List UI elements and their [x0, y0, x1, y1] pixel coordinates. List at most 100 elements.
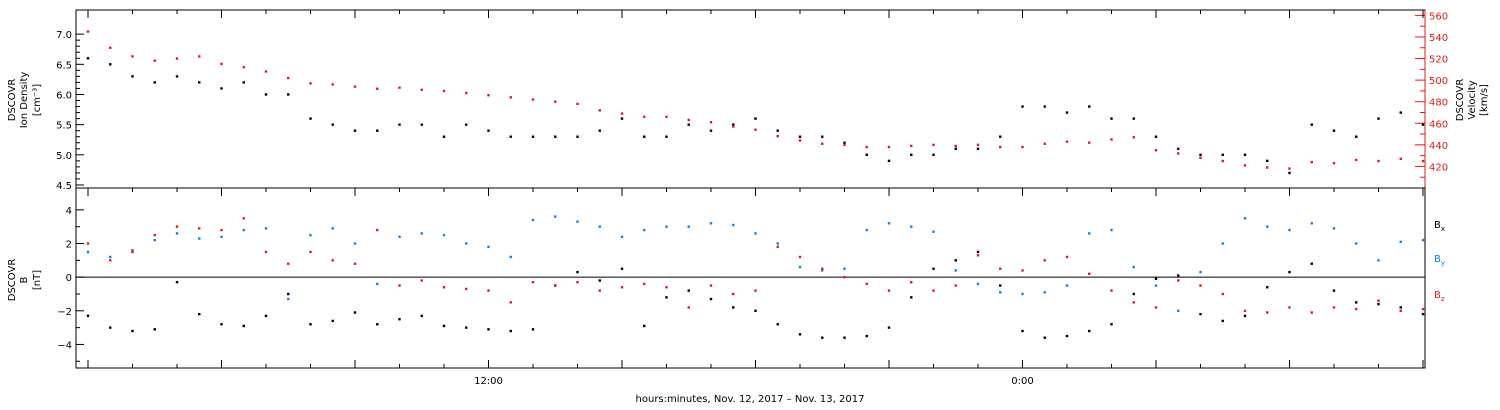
velocity-axis: 560 540 520 500 480 460 440 420 — [1415, 10, 1448, 188]
data-point — [175, 75, 179, 78]
data-point — [1221, 242, 1224, 245]
data-point — [264, 227, 268, 230]
data-point — [398, 86, 401, 89]
data-point — [620, 267, 624, 270]
data-point — [465, 287, 468, 291]
data-point — [287, 93, 290, 96]
data-point — [954, 284, 957, 287]
data-point — [331, 259, 334, 262]
data-point — [442, 135, 446, 138]
data-point — [220, 235, 223, 238]
data-point — [175, 232, 179, 235]
density-tick-label: 5.0 — [56, 151, 72, 162]
velocity-axis-label-line3: [km/s] — [1479, 84, 1490, 116]
data-point — [1110, 228, 1113, 232]
data-point — [1221, 319, 1224, 323]
data-point — [487, 94, 490, 97]
data-point — [732, 292, 735, 296]
data-point — [531, 135, 535, 138]
data-point — [1355, 307, 1358, 311]
data-point — [999, 291, 1002, 294]
data-point — [709, 129, 713, 132]
data-point — [887, 289, 891, 292]
data-point — [353, 85, 357, 88]
data-point — [1266, 159, 1269, 163]
data-point — [287, 262, 290, 265]
data-point — [754, 232, 757, 235]
data-point — [1154, 306, 1158, 309]
data-point — [420, 232, 423, 235]
data-point — [1243, 309, 1247, 313]
data-point — [465, 123, 468, 126]
data-point — [1021, 269, 1024, 272]
data-point — [732, 223, 735, 227]
data-point — [86, 57, 90, 60]
data-point — [1377, 299, 1380, 302]
data-point — [1332, 227, 1336, 230]
data-point — [865, 228, 868, 232]
data-point — [331, 83, 334, 86]
data-point — [576, 220, 579, 223]
data-point — [843, 143, 846, 147]
data-point — [598, 279, 601, 282]
data-point — [86, 30, 90, 33]
data-point — [1177, 147, 1180, 150]
velocity-tick-label: 420 — [1429, 162, 1448, 173]
data-point — [1043, 142, 1046, 145]
data-point — [131, 329, 134, 333]
data-point — [1043, 291, 1046, 294]
data-point — [798, 135, 802, 138]
data-point — [910, 296, 913, 299]
data-point — [1355, 242, 1358, 245]
density-axis-label-line3: [cm⁻³] — [32, 84, 43, 116]
data-point — [687, 225, 690, 228]
data-point — [709, 222, 713, 225]
data-point — [887, 159, 891, 163]
data-point — [287, 297, 290, 301]
data-point — [932, 143, 935, 147]
data-point — [442, 286, 446, 289]
data-point — [1243, 314, 1247, 318]
field-tick-label: 0 — [66, 273, 72, 284]
data-point — [999, 145, 1002, 149]
data-point — [1110, 289, 1113, 292]
data-point — [531, 281, 535, 284]
data-point — [776, 242, 779, 245]
data-point — [487, 245, 490, 249]
data-point — [442, 89, 446, 93]
data-point — [1243, 217, 1247, 220]
velocity-tick-label: 460 — [1429, 119, 1448, 130]
density-tick-label: 4.5 — [56, 181, 72, 192]
data-point — [420, 279, 423, 282]
data-point — [465, 326, 468, 329]
data-point — [665, 135, 668, 138]
data-point — [198, 81, 201, 84]
data-point — [843, 275, 846, 279]
data-point — [264, 314, 268, 318]
data-point — [1088, 141, 1091, 144]
data-point — [353, 242, 357, 245]
data-point — [1421, 159, 1425, 163]
data-point — [776, 323, 779, 326]
data-point — [398, 235, 401, 238]
data-point — [442, 324, 446, 328]
data-point — [576, 281, 579, 284]
data-point — [1043, 336, 1046, 339]
field-tick-label: 2 — [66, 240, 72, 251]
data-point — [1266, 286, 1269, 289]
data-point — [220, 87, 223, 90]
data-point — [687, 118, 690, 122]
data-point — [1377, 117, 1380, 120]
data-point — [932, 289, 935, 292]
data-point — [376, 282, 379, 286]
data-point — [86, 314, 90, 318]
data-point — [554, 284, 557, 287]
velocity-axis-label-line2: Velocity — [1467, 80, 1478, 119]
data-point — [1332, 161, 1336, 165]
data-point — [1399, 157, 1402, 161]
data-point — [598, 129, 601, 132]
data-point — [131, 250, 134, 254]
data-point — [932, 153, 935, 157]
data-point — [732, 125, 735, 128]
